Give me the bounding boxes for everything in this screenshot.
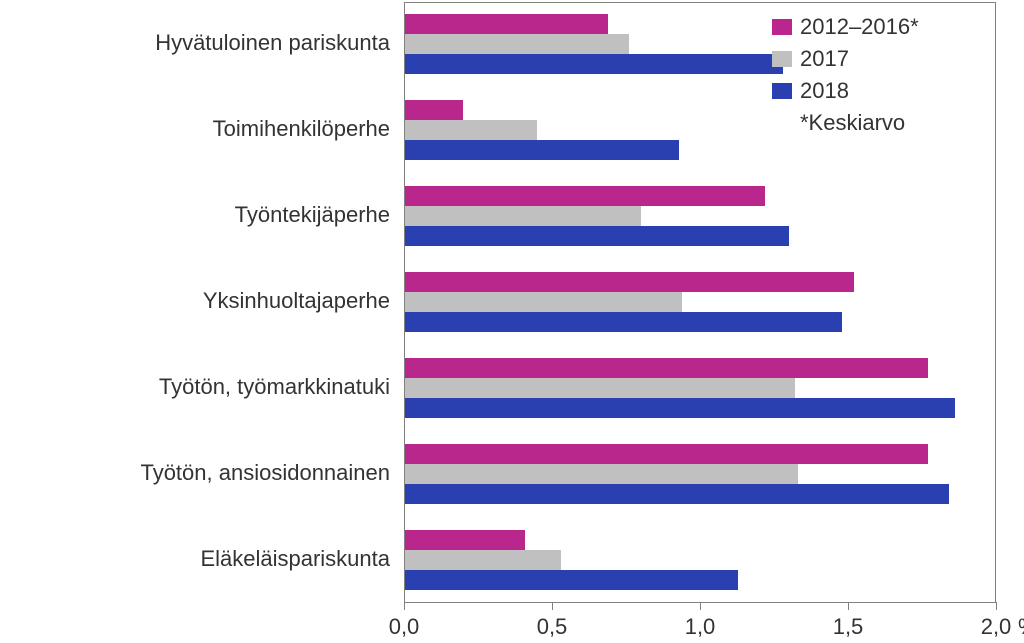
x-tick bbox=[996, 602, 997, 610]
x-tick-label: 0,0 bbox=[389, 614, 420, 640]
x-tick-label: 1,0 bbox=[685, 614, 716, 640]
plot-area bbox=[404, 2, 996, 602]
bar bbox=[404, 484, 949, 504]
category-label: Yksinhuoltajaperhe bbox=[203, 288, 390, 314]
legend-label: 2017 bbox=[800, 46, 849, 72]
category-label: Eläkeläispariskunta bbox=[200, 546, 390, 572]
legend-item: 2018 bbox=[772, 78, 849, 104]
bar bbox=[404, 530, 525, 550]
x-tick bbox=[848, 602, 849, 610]
bar bbox=[404, 312, 842, 332]
category-label: Työntekijäperhe bbox=[235, 202, 390, 228]
x-tick bbox=[700, 602, 701, 610]
category-label: Työtön, ansiosidonnainen bbox=[140, 460, 390, 486]
bar bbox=[404, 54, 783, 74]
x-tick bbox=[552, 602, 553, 610]
bar bbox=[404, 14, 608, 34]
bar bbox=[404, 140, 679, 160]
category-label: Toimihenkilöperhe bbox=[213, 116, 390, 142]
y-axis-line bbox=[404, 2, 405, 602]
bar bbox=[404, 292, 682, 312]
bar bbox=[404, 444, 928, 464]
legend-swatch bbox=[772, 19, 792, 35]
legend-item: 2012–2016* bbox=[772, 14, 919, 40]
bar bbox=[404, 226, 789, 246]
bar bbox=[404, 186, 765, 206]
legend-swatch bbox=[772, 83, 792, 99]
legend-note: *Keskiarvo bbox=[800, 110, 905, 136]
x-axis-suffix: % bbox=[1018, 614, 1024, 640]
bar bbox=[404, 34, 629, 54]
x-tick-label: 1,5 bbox=[833, 614, 864, 640]
bar bbox=[404, 206, 641, 226]
bar bbox=[404, 272, 854, 292]
bar bbox=[404, 570, 738, 590]
legend-label: 2012–2016* bbox=[800, 14, 919, 40]
x-tick-label: 0,5 bbox=[537, 614, 568, 640]
legend-label: 2018 bbox=[800, 78, 849, 104]
category-label: Työtön, työmarkkinatuki bbox=[159, 374, 390, 400]
x-tick-label: 2,0 bbox=[981, 614, 1012, 640]
chart-container: 2012–2016* 2017 2018 *Keskiarvo Hyvätuloine… bbox=[0, 0, 1024, 643]
x-tick bbox=[404, 602, 405, 610]
bar bbox=[404, 464, 798, 484]
bar bbox=[404, 378, 795, 398]
bar bbox=[404, 358, 928, 378]
category-label: Hyvätuloinen pariskunta bbox=[155, 30, 390, 56]
x-axis-line bbox=[404, 602, 996, 603]
legend-item: 2017 bbox=[772, 46, 849, 72]
bar bbox=[404, 550, 561, 570]
bar bbox=[404, 100, 463, 120]
bar bbox=[404, 398, 955, 418]
bar bbox=[404, 120, 537, 140]
legend-swatch bbox=[772, 51, 792, 67]
